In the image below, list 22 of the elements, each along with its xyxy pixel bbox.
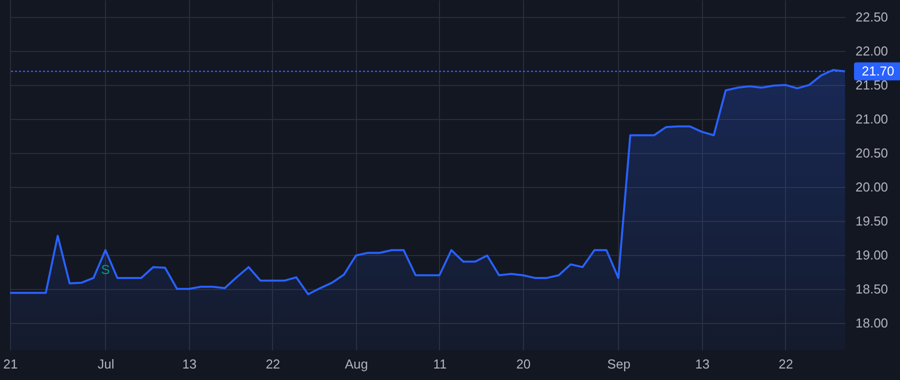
x-tick-label: Sep bbox=[607, 356, 630, 372]
x-tick-label: 21 bbox=[3, 356, 18, 372]
x-tick-label: 13 bbox=[182, 356, 197, 372]
y-tick-label: 20.00 bbox=[856, 179, 888, 194]
x-tick-label: Jul bbox=[98, 356, 114, 372]
x-tick-label: Aug bbox=[344, 356, 368, 372]
y-tick-label: 18.50 bbox=[856, 281, 888, 296]
x-tick-label: 22 bbox=[778, 356, 794, 372]
y-tick-label: 21.50 bbox=[856, 77, 888, 92]
y-tick-label: 18.00 bbox=[856, 315, 888, 330]
ref-line-label: 21.70 bbox=[862, 63, 894, 78]
x-tick-label: 11 bbox=[433, 356, 447, 372]
y-tick-label: 19.50 bbox=[856, 213, 888, 228]
x-tick-label: 20 bbox=[516, 356, 531, 372]
x-tick-label: 22 bbox=[266, 356, 280, 372]
y-tick-label: 21.00 bbox=[856, 111, 888, 126]
y-tick-label: 19.00 bbox=[856, 247, 888, 262]
x-tick-label: 13 bbox=[695, 356, 710, 372]
y-tick-label: 20.50 bbox=[856, 145, 888, 160]
y-tick-label: 22.50 bbox=[856, 9, 888, 24]
y-tick-label: 22.00 bbox=[856, 43, 888, 58]
annotation: S bbox=[101, 262, 110, 278]
